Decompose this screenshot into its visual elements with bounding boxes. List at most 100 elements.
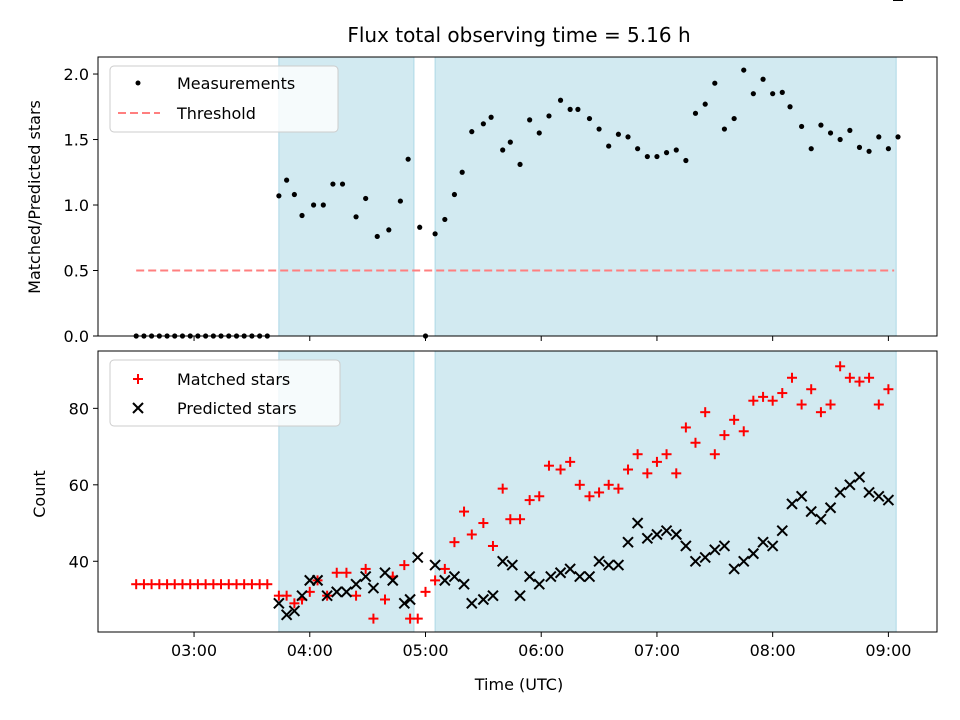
matched-star-point [534,491,545,502]
predicted-star-point [593,555,605,567]
measurement-point [330,181,336,187]
y-tick-label: 60 [69,476,89,495]
measurement-point [779,89,785,95]
measurement-point [442,216,448,223]
predicted-star-point [554,567,567,579]
observing-window [434,350,897,633]
measurement-point [397,198,403,204]
predicted-star-point [834,486,846,499]
measurement-point [310,202,317,208]
predicted-star-point [699,551,711,564]
top-axes: 0.0 0.5 1.0 1.5 2.0 [64,65,889,346]
matched-star-point [449,537,460,548]
legend-predicted-label: Predicted stars [177,399,297,418]
matched-star-point [748,395,759,406]
measurement-point [760,76,766,82]
predicted-star-point [873,490,885,502]
measurement-point [432,231,438,237]
y-tick-label: 1.5 [64,131,89,150]
matched-star-point [478,518,489,529]
matched-star-point [671,468,682,479]
predicted-star-point [805,505,817,518]
matched-star-point [487,540,498,551]
y-tick-label: 40 [69,552,89,571]
matched-star-point [623,464,634,475]
measurement-point [895,134,901,140]
matched-star-point [719,430,730,441]
x-axis-label: Time (UTC) [474,675,563,694]
predicted-star-point [795,490,808,502]
matched-star-point [331,567,342,578]
matched-star-point [844,372,855,383]
measurement-point [353,214,359,220]
predicted-star-point [506,559,518,571]
measurement-point [625,134,631,140]
measurement-point [635,146,641,152]
matched-star-point [351,590,362,601]
matched-star-point [796,399,807,410]
matched-star-point [555,464,566,475]
matched-star-point [594,487,605,498]
predicted-stars-points [273,0,904,621]
measurement-point [712,80,718,86]
predicted-star-point [651,528,663,541]
matched-star-point [854,376,865,387]
predicted-star-point [747,547,760,560]
matched-star-point [341,567,352,578]
measurement-point [536,130,542,136]
bottom-y-axis-label: Count [30,470,49,518]
predicted-star-point [439,574,451,587]
measurement-point [644,153,650,160]
matched-star-point [543,460,554,471]
predicted-star-point [882,494,895,506]
matched-star-point [439,563,450,574]
matched-star-point [584,491,595,502]
predicted-star-point [458,578,470,590]
predicted-star-point [766,540,779,552]
measurement-point [527,117,533,123]
predicted-star-point [523,570,536,583]
measurement-point [386,227,392,233]
legend-matched-label: Matched stars [177,370,290,389]
predicted-star-point [533,578,545,590]
matched-star-point [505,514,516,525]
measurement-point [469,129,475,135]
predicted-star-point [429,559,441,571]
measurement-point [500,147,506,153]
top-legend: Measurements Threshold [109,65,339,133]
predicted-star-point [350,578,362,590]
matched-star-point [738,426,749,437]
top-observing-windows [278,56,897,337]
predicted-star-point [844,479,856,491]
predicted-star-point [680,540,692,552]
measurement-point [284,177,290,183]
matched-star-point [642,468,653,479]
predicted-star-point [824,502,837,514]
predicted-star-point [786,498,798,510]
measurement-point [320,202,326,208]
count-panel: 03:00 04:00 05:00 06:00 07:00 08:00 09:00 40 60 8… [30,0,938,694]
matched-star-point [262,579,273,590]
predicted-star-point [757,536,769,548]
matched-star-point [430,575,441,586]
measurement-point [799,123,805,130]
measurement-point [606,143,612,149]
measurement-point [787,104,793,110]
measurement-point [770,91,776,97]
predicted-star-point [574,570,586,583]
top-plot-frame [97,56,938,337]
matched-star-point [709,449,720,460]
matched-star-point [497,483,508,494]
measurement-point [276,193,282,199]
predicted-star-point [602,559,615,571]
predicted-star-point [387,574,399,587]
measurement-point [586,115,593,122]
measurement-point [750,91,756,97]
predicted-star-point [288,605,301,617]
matched-star-point [412,613,423,624]
measurement-point [507,139,513,145]
predicted-star-point [514,589,526,602]
legend-measurements-marker [135,80,141,86]
measurement-point [866,148,872,154]
